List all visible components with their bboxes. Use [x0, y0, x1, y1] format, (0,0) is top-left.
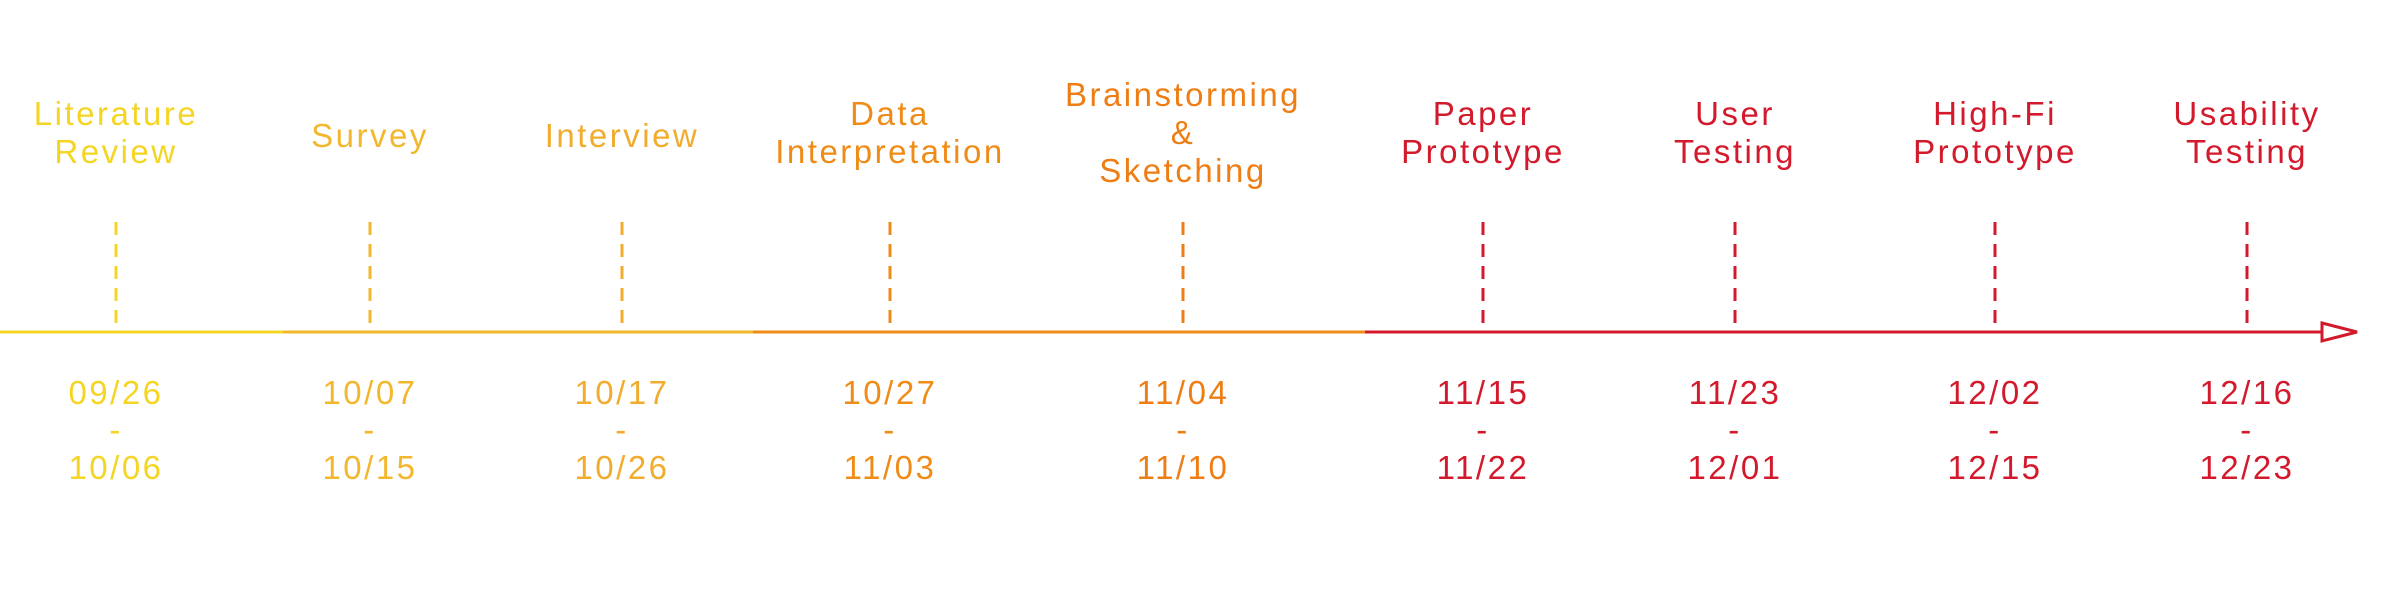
date-separator: -	[1988, 411, 2002, 448]
stage-end-date: 10/26	[574, 449, 670, 486]
stage-end-date: 11/03	[843, 449, 937, 486]
stage-date-range: 12/16-12/23	[2147, 374, 2347, 489]
stage-label: Paper Prototype	[1401, 95, 1565, 170]
stage-end-date: 10/15	[322, 449, 418, 486]
stage-date-range: 10/27-11/03	[790, 374, 990, 489]
stage-start-date: 10/17	[574, 374, 670, 411]
stage-date-range: 11/04-11/10	[1083, 374, 1283, 489]
axis-arrowhead-icon	[2320, 321, 2358, 343]
stage-start-date: 11/04	[1136, 374, 1230, 411]
stage-label: High-Fi Prototype	[1913, 95, 2077, 170]
stage-date-range: 10/17-10/26	[522, 374, 722, 489]
stage-end-date: 11/22	[1436, 449, 1530, 486]
stage-label: Usability Testing	[2173, 95, 2321, 170]
stage-end-date: 12/23	[2199, 449, 2295, 486]
stage-date-range: 09/26-10/06	[16, 374, 216, 489]
date-separator: -	[363, 411, 377, 448]
stage-date-range: 11/15-11/22	[1383, 374, 1583, 489]
stage-label: Data Interpretation	[775, 95, 1005, 170]
stage-start-date: 11/15	[1436, 374, 1530, 411]
stage-label: Interview	[544, 117, 700, 154]
date-separator: -	[1728, 411, 1742, 448]
stage-start-date: 10/07	[322, 374, 418, 411]
stage-date-range: 11/23-12/01	[1635, 374, 1835, 489]
stage-start-date: 09/26	[68, 374, 164, 411]
date-separator: -	[109, 411, 123, 448]
date-separator: -	[883, 411, 897, 448]
stage-label: Literature Review	[33, 95, 199, 170]
stage-label: Survey	[311, 117, 429, 154]
stage-start-date: 11/23	[1688, 374, 1782, 411]
stage-date-range: 10/07-10/15	[270, 374, 470, 489]
stage-end-date: 12/01	[1687, 449, 1783, 486]
stage-end-date: 12/15	[1947, 449, 2043, 486]
stage-start-date: 12/16	[2199, 374, 2295, 411]
stage-label: Brainstorming & Sketching	[1064, 76, 1302, 189]
stage-start-date: 10/27	[842, 374, 938, 411]
date-separator: -	[1176, 411, 1190, 448]
date-separator: -	[1476, 411, 1490, 448]
stage-markers	[114, 222, 2249, 332]
date-separator: -	[615, 411, 629, 448]
stage-end-date: 11/10	[1136, 449, 1230, 486]
stage-start-date: 12/02	[1947, 374, 2043, 411]
date-separator: -	[2240, 411, 2254, 448]
stage-label: User Testing	[1673, 95, 1797, 170]
stage-date-range: 12/02-12/15	[1895, 374, 2095, 489]
stage-end-date: 10/06	[68, 449, 164, 486]
